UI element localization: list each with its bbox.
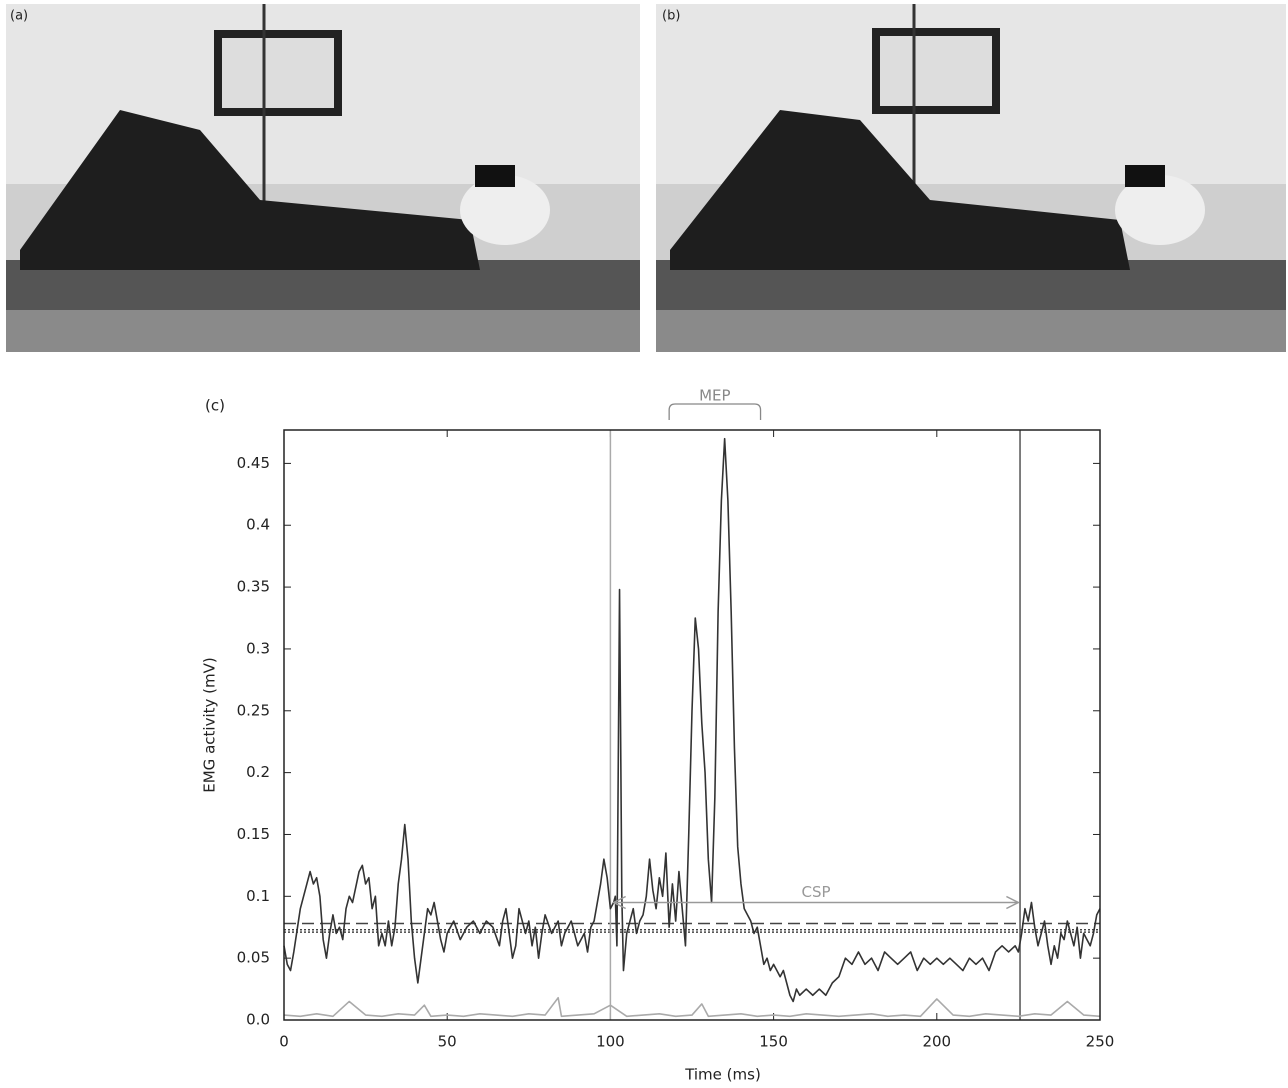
y-tick-label: 0.2 [246, 763, 270, 781]
floor [6, 310, 640, 352]
y-tick-label: 0.05 [237, 949, 270, 967]
mep-bracket [668, 403, 762, 420]
person [670, 110, 1130, 270]
person [20, 110, 480, 270]
panel-label: (a) [10, 9, 28, 24]
y-tick-label: 0.25 [237, 701, 270, 719]
y-tick-label: 0.1 [246, 887, 270, 905]
y-tick-label: 0.4 [246, 516, 270, 534]
plot-frame [283, 429, 1101, 1021]
panel-label: (c) [205, 397, 225, 415]
floor [656, 310, 1286, 352]
head [1115, 175, 1205, 245]
y-tick-label: 0.3 [246, 639, 270, 657]
y-tick-label: 0.35 [237, 578, 270, 596]
x-tick-label: 0 [279, 1033, 289, 1051]
x-tick-label: 200 [922, 1033, 951, 1051]
emg-trace [283, 996, 1101, 1018]
head [460, 175, 550, 245]
monitor-screen [880, 36, 992, 106]
annotation: CSP [802, 883, 831, 901]
y-tick-label: 0.0 [246, 1011, 270, 1029]
panel-label: (b) [662, 9, 680, 24]
monitor-screen [222, 38, 334, 108]
arrow-head [611, 895, 626, 910]
photo-b: (b) [656, 4, 1286, 352]
x-axis-label: Time (ms) [684, 1066, 761, 1084]
x-tick-label: 50 [438, 1033, 457, 1051]
face-mask [1125, 165, 1165, 187]
y-tick-label: 0.15 [237, 825, 270, 843]
x-tick-label: 100 [596, 1033, 625, 1051]
arrow-head [1006, 895, 1021, 910]
emg-trace [283, 437, 1101, 1003]
x-tick-label: 250 [1086, 1033, 1115, 1051]
face-mask [475, 165, 515, 187]
photo-a: (a) [6, 4, 640, 352]
x-tick-label: 150 [759, 1033, 788, 1051]
y-axis-label: EMG activity (mV) [201, 657, 219, 792]
y-tick-label: 0.45 [237, 454, 270, 472]
annotation: MEP [699, 387, 730, 405]
